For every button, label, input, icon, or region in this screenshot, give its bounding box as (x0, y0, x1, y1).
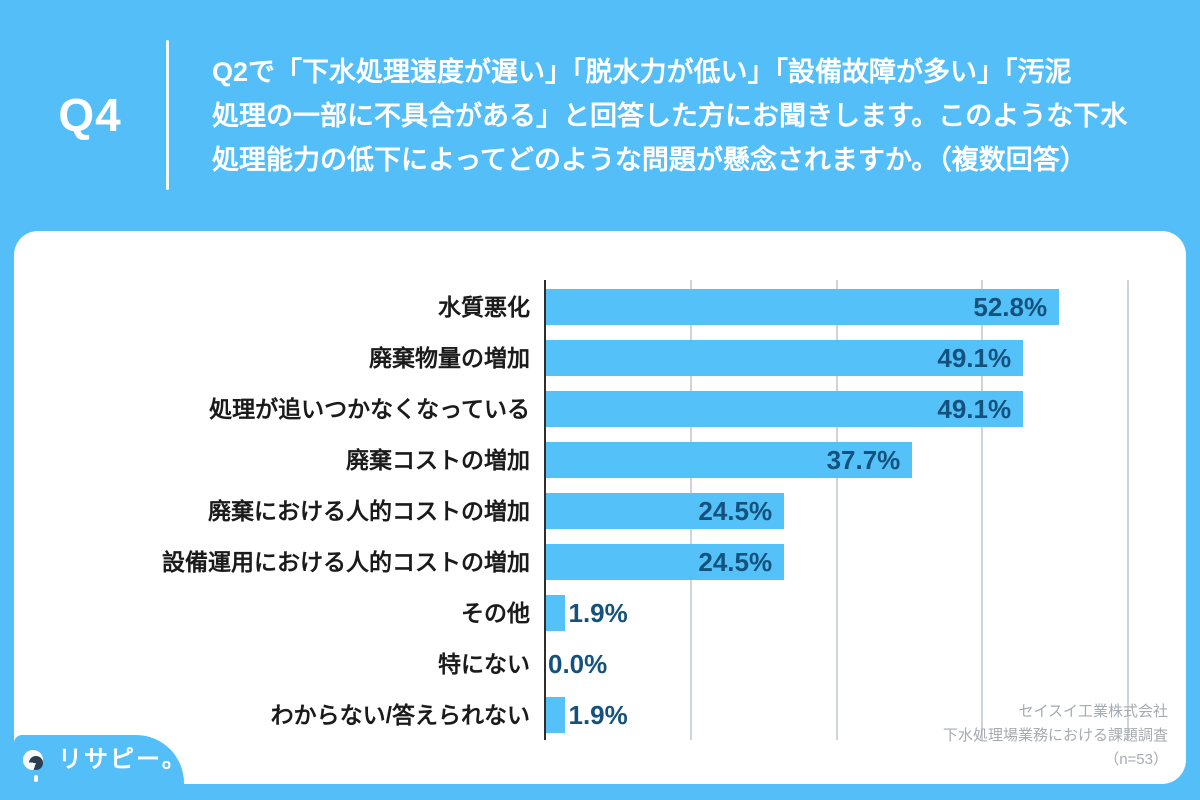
bar (546, 340, 1024, 376)
category-label: その他 (461, 600, 530, 626)
header-divider (166, 40, 169, 190)
question-text-line: 処理の一部に不具合がある」と回答した方にお聞きします。このような下水 (212, 101, 1128, 131)
bar-value-label: 24.5% (698, 496, 773, 526)
bar-value-label: 24.5% (698, 547, 773, 577)
question-number: Q4 (58, 89, 122, 141)
logo-tab: リサピー。 (14, 735, 186, 784)
question-text-line: Q2で「下水処理速度が遅い」「脱水力が低い」「設備故障が多い」「汚泥 (212, 57, 1072, 87)
pie-chart-glyph (29, 756, 43, 770)
bar (546, 544, 785, 580)
category-label: わからない/答えられない (270, 702, 530, 728)
y-axis-line (544, 280, 546, 740)
category-label: 廃棄物量の増加 (369, 345, 530, 371)
bar-value-label: 49.1% (937, 394, 1012, 424)
question-text-line: 処理能力の低下によってどのような問題が懸念されますか。（複数回答） (212, 145, 1087, 175)
bar (546, 391, 1024, 427)
risapy-magnifier-pie-icon (23, 750, 51, 782)
bar-value-label: 49.1% (937, 343, 1012, 373)
bar-value-label: 37.7% (826, 445, 901, 475)
source-note-line: （n=53） (1104, 751, 1168, 768)
magnifier-handle (34, 775, 38, 782)
source-note-line: 下水処理場業務における課題調査 (942, 727, 1168, 744)
chart-card: 水質悪化 52.8% 廃棄物量の増加 49.1% 処理が追いつかなくなっている 49.1%… (14, 231, 1186, 784)
source-note-line: セイスイ工業株式会社 (1018, 703, 1168, 720)
category-label: 水質悪化 (438, 294, 530, 320)
risapy-logo-text: リサピー。 (58, 746, 188, 773)
category-label: 設備運用における人的コストの増加 (162, 549, 530, 575)
bar (546, 595, 565, 631)
bar (546, 442, 913, 478)
bar (546, 289, 1060, 325)
category-label: 特にない (438, 651, 530, 677)
bar-value-label: 0.0% (548, 649, 608, 679)
bar (546, 697, 565, 733)
category-label: 廃棄コストの増加 (346, 447, 530, 473)
category-label: 廃棄における人的コストの増加 (208, 498, 530, 524)
source-note: セイスイ工業株式会社下水処理場業務における課題調査 （n=53） (943, 700, 1168, 772)
bar (546, 493, 785, 529)
question-text: Q2で「下水処理速度が遅い」「脱水力が低い」「設備故障が多い」「汚泥処理の一部に… (212, 50, 1187, 182)
gridline (981, 280, 984, 740)
category-label: 処理が追いつかなくなっている (209, 396, 530, 422)
bar-value-label: 1.9% (568, 700, 628, 730)
bar-value-label: 1.9% (568, 598, 628, 628)
gridline (1127, 280, 1129, 740)
bar-value-label: 52.8% (973, 292, 1048, 322)
gridline (835, 280, 838, 740)
